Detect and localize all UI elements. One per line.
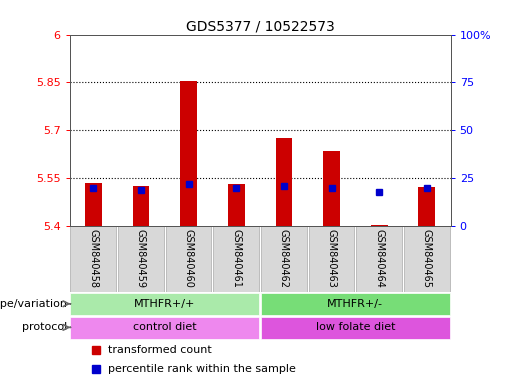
FancyBboxPatch shape [118, 226, 164, 293]
Text: GSM840459: GSM840459 [136, 229, 146, 288]
Text: transformed count: transformed count [108, 345, 211, 355]
FancyBboxPatch shape [71, 293, 259, 315]
FancyBboxPatch shape [404, 226, 450, 293]
FancyBboxPatch shape [261, 317, 450, 339]
FancyBboxPatch shape [261, 293, 450, 315]
Text: GSM840464: GSM840464 [374, 229, 384, 288]
Bar [419, 187, 435, 226]
Title: GDS5377 / 10522573: GDS5377 / 10522573 [186, 20, 334, 33]
FancyBboxPatch shape [213, 226, 259, 293]
Text: genotype/variation: genotype/variation [0, 299, 67, 309]
FancyBboxPatch shape [166, 226, 212, 293]
Text: GSM840462: GSM840462 [279, 229, 289, 288]
FancyBboxPatch shape [308, 226, 354, 293]
Text: control diet: control diet [133, 323, 197, 333]
Bar [276, 138, 292, 226]
Bar [371, 225, 387, 226]
Bar [85, 183, 101, 226]
Bar [180, 81, 197, 226]
Bar [323, 151, 340, 226]
Text: low folate diet: low folate diet [316, 323, 395, 333]
Text: GSM840463: GSM840463 [327, 229, 336, 288]
FancyBboxPatch shape [71, 226, 116, 293]
Text: GSM840465: GSM840465 [422, 229, 432, 288]
FancyBboxPatch shape [261, 226, 307, 293]
Text: GSM840458: GSM840458 [89, 229, 98, 288]
Text: GSM840460: GSM840460 [184, 229, 194, 288]
Text: GSM840461: GSM840461 [231, 229, 241, 288]
FancyBboxPatch shape [71, 317, 259, 339]
Bar [133, 186, 149, 226]
Text: MTHFR+/-: MTHFR+/- [328, 299, 383, 309]
Bar [228, 184, 245, 226]
Text: percentile rank within the sample: percentile rank within the sample [108, 364, 296, 374]
FancyBboxPatch shape [356, 226, 402, 293]
Text: MTHFR+/+: MTHFR+/+ [134, 299, 196, 309]
Text: protocol: protocol [22, 323, 67, 333]
